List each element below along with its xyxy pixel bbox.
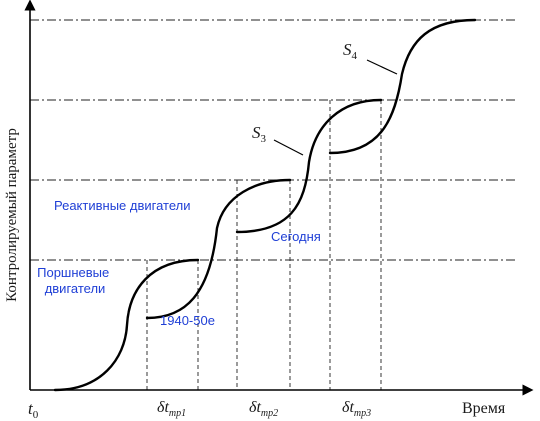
s-curves — [53, 18, 477, 392]
leaders — [273, 59, 398, 156]
s-curve-3 — [235, 98, 383, 234]
today-label: Сегодня — [271, 229, 321, 244]
jet-engines-label: Реактивные двигатели — [54, 198, 191, 213]
s-curve-2-jet — [145, 178, 292, 320]
s3-leader — [273, 139, 304, 156]
piston-engines-label: Поршневые двигатели — [37, 265, 113, 296]
transition-label-2: δtтр2 — [249, 399, 278, 419]
s4-leader — [366, 59, 398, 75]
y-axis-label: Контролируемый параметр — [4, 128, 20, 302]
s-curve-1-piston — [53, 258, 200, 392]
x-axis-label: Время — [462, 400, 506, 417]
piston-label-line-1: Поршневые — [37, 265, 109, 280]
axes — [24, 0, 534, 396]
transition-label-3: δtтр3 — [342, 399, 371, 419]
s3-label: S3 — [252, 123, 267, 145]
s-curve-4 — [328, 18, 477, 155]
origin-label: t0 — [28, 399, 39, 421]
transition-label-1: δtтр1 — [157, 399, 186, 419]
horizontal-guides — [30, 19, 515, 261]
era-1940-50-label: 1940-50е — [160, 313, 215, 328]
piston-label-line-2: двигатели — [45, 281, 106, 296]
vertical-guides — [146, 100, 382, 390]
s4-label: S4 — [343, 40, 358, 62]
